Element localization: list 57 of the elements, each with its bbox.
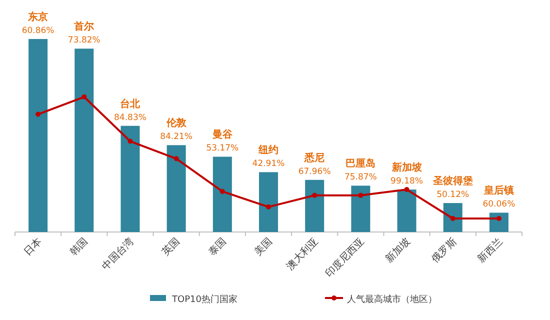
annotation: 纽约 [258,144,278,156]
legend-label: TOP10热门国家 [171,294,238,305]
annotation: 巴厘岛 [346,158,376,170]
bar [120,126,140,232]
bar [489,212,508,232]
bar [397,190,416,232]
x-tick-label: 澳大利亚 [284,236,321,272]
point [220,188,225,194]
annotation: 新加坡 [390,162,423,174]
x-tick-label: 韩国 [68,236,90,258]
bar [443,203,462,232]
annotation: 50.12% [436,190,470,200]
annotation: 曼谷 [211,128,234,141]
annotation: 台北 [120,98,142,110]
point [36,112,41,117]
point [266,204,271,210]
annotation: 首尔 [73,20,96,33]
bar [305,180,324,232]
bar [74,48,94,232]
point [82,94,87,100]
legend-label: 人气最高城市（地区） [347,294,437,305]
annotation: 60.86% [22,26,54,36]
bar [28,39,48,232]
annotation: 60.06% [482,200,516,210]
x-tick-label: 美国 [252,236,275,258]
point [450,216,456,221]
x-tick-label: 新西兰 [475,236,506,266]
annotation: 皇后镇 [482,184,514,197]
bar [351,186,370,232]
x-tick-label: 日本 [22,236,44,258]
annotation: 东京 [27,11,48,23]
x-tick-label: 泰国 [206,236,229,258]
point [358,192,364,198]
annotation: 75.87% [344,172,377,183]
bar [212,156,232,232]
annotation: 84.21% [160,132,193,142]
annotation: 53.17% [206,144,239,154]
annotation: 67.96% [298,166,331,177]
annotation: 悉尼 [304,152,325,164]
point [174,156,179,162]
annotation: 84.83% [114,112,146,123]
annotation: 73.82% [68,36,100,46]
x-tick-label: 英国 [160,236,182,258]
annotation: 圣彼得堡 [432,175,473,188]
point [312,192,318,198]
x-tick-label: 俄罗斯 [429,236,459,266]
annotation: 伦敦 [165,117,188,130]
x-tick-label: 新加坡 [383,236,413,266]
point [496,216,502,221]
bar [259,172,278,232]
bar [166,145,186,232]
annotation: 99.18% [390,176,423,187]
x-tick-label: 印度尼西亚 [322,236,367,280]
point [128,138,133,144]
point [404,187,410,192]
annotation: 42.91% [252,159,285,170]
x-tick-label: 中国台湾 [100,236,136,272]
